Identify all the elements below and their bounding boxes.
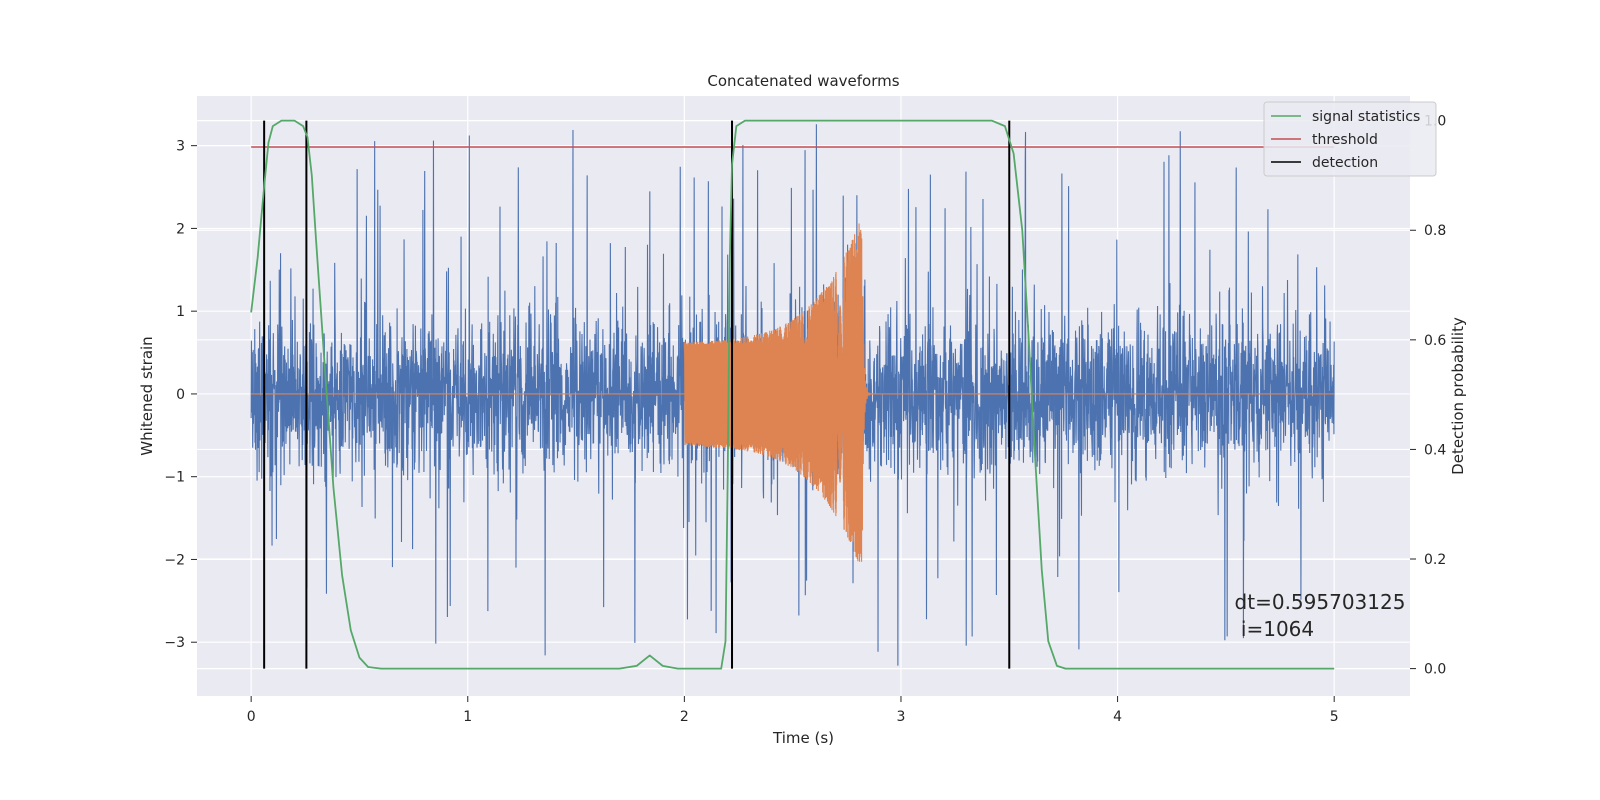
y2-axis-label: Detection probability bbox=[1449, 317, 1467, 475]
y2-tick-label-3: 0.6 bbox=[1424, 333, 1446, 349]
x-axis-label: Time (s) bbox=[772, 729, 834, 747]
y-tick-label-3: 0 bbox=[176, 387, 185, 403]
signal-statistics-line bbox=[250, 119, 1335, 670]
annotation: dt=0.595703125 i=1064 bbox=[1235, 590, 1406, 641]
x-tick-label-3: 3 bbox=[897, 709, 906, 725]
y-tick-label-4: 1 bbox=[176, 304, 185, 320]
y-tick-label-5: 2 bbox=[176, 221, 185, 237]
legend: signal statistics threshold detection bbox=[1263, 101, 1437, 177]
legend-label-signal-statistics: signal statistics bbox=[1312, 109, 1420, 125]
chart-title: Concatenated waveforms bbox=[707, 72, 899, 90]
y2-tick-label-2: 0.4 bbox=[1424, 442, 1446, 458]
series-layer bbox=[250, 119, 1335, 670]
y-axis-left: −3 −2 −1 0 1 2 3 bbox=[164, 139, 197, 651]
x-tick-label-1: 1 bbox=[463, 709, 472, 725]
x-axis: 0 1 2 3 4 5 bbox=[247, 696, 1339, 725]
annotation-i: i=1064 bbox=[1235, 617, 1315, 641]
y2-tick-label-1: 0.2 bbox=[1424, 552, 1446, 568]
y-tick-label-6: 3 bbox=[176, 139, 185, 155]
x-tick-label-5: 5 bbox=[1330, 709, 1339, 725]
y-axis-right: 0.00.20.40.60.81.0 bbox=[1410, 114, 1446, 678]
y-axis-label: Whitened strain bbox=[138, 336, 156, 455]
x-tick-label-4: 4 bbox=[1113, 709, 1122, 725]
legend-label-detection: detection bbox=[1312, 155, 1378, 171]
x-tick-label-2: 2 bbox=[680, 709, 689, 725]
y2-tick-label-4: 0.8 bbox=[1424, 223, 1446, 239]
y-tick-label-1: −2 bbox=[164, 552, 185, 568]
chirp-signal-line bbox=[684, 223, 876, 562]
x-tick-label-0: 0 bbox=[247, 709, 256, 725]
y-tick-label-2: −1 bbox=[164, 470, 185, 486]
legend-label-threshold: threshold bbox=[1312, 132, 1378, 148]
y-tick-label-0: −3 bbox=[164, 635, 185, 651]
annotation-dt: dt=0.595703125 bbox=[1235, 590, 1406, 614]
legend-box bbox=[1263, 101, 1437, 177]
y2-tick-label-0: 0.0 bbox=[1424, 662, 1446, 678]
